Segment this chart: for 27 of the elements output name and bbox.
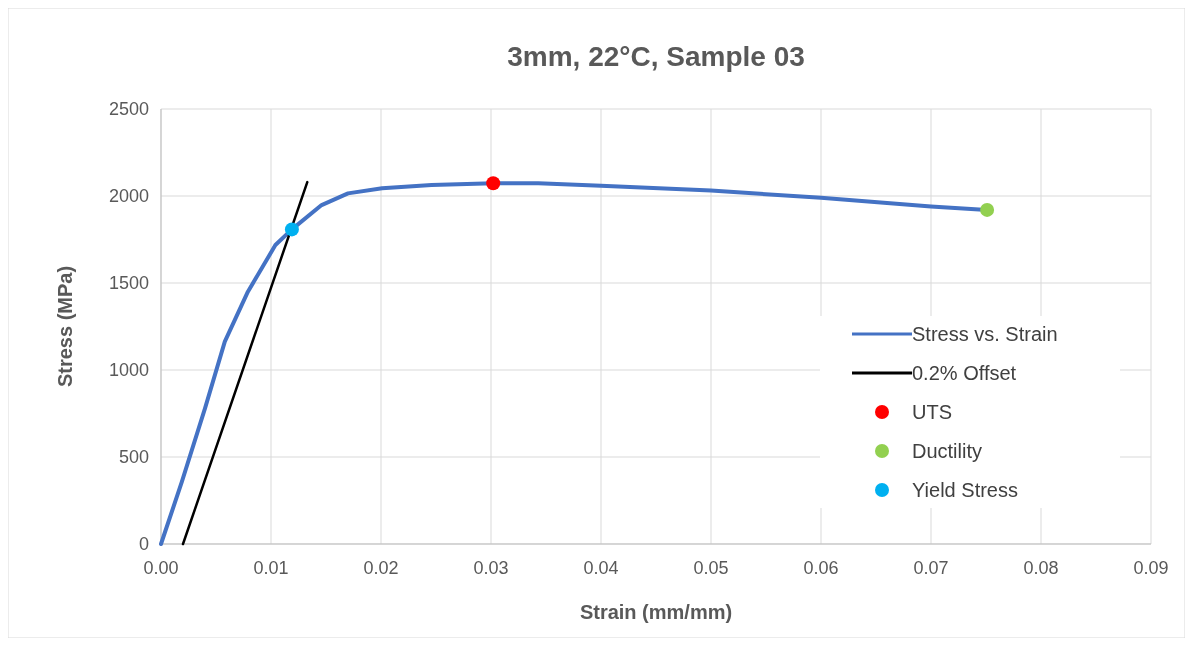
- y-tick-label: 2000: [108, 186, 149, 206]
- x-tick-label: 0.03: [473, 558, 509, 578]
- x-tick-label: 0.08: [1023, 558, 1059, 578]
- y-tick-label: 0: [138, 534, 149, 554]
- point: [284, 222, 299, 237]
- y-tick-label: 1500: [108, 273, 149, 293]
- x-tick-label: 0.06: [803, 558, 839, 578]
- x-tick-label: 0.09: [1133, 558, 1169, 578]
- legend-label: Ductility: [912, 440, 983, 462]
- x-tick-label: 0.01: [253, 558, 289, 578]
- x-tick-label: 0.07: [913, 558, 949, 578]
- x-tick-label: 0.04: [583, 558, 619, 578]
- legend-label: Yield Stress: [912, 479, 1018, 501]
- x-tick-label: 0.05: [693, 558, 729, 578]
- y-axis-title: Stress (MPa): [54, 265, 76, 388]
- x-tick-label: 0.02: [363, 558, 399, 578]
- legend-label: UTS: [912, 401, 952, 423]
- y-tick-label: 2500: [108, 99, 149, 119]
- legend-label: 0.2% Offset: [912, 362, 1017, 384]
- legend-label: Stress vs. Strain: [912, 323, 1058, 345]
- x-tick-label: 0.00: [143, 558, 179, 578]
- y-tick-label: 1000: [108, 360, 149, 380]
- x-axis-title: Strain (mm/mm): [579, 601, 733, 623]
- point: [486, 176, 501, 191]
- chart-title: 3mm, 22°C, Sample 03: [507, 41, 805, 72]
- point: [980, 202, 995, 217]
- y-tick-label: 500: [118, 447, 149, 467]
